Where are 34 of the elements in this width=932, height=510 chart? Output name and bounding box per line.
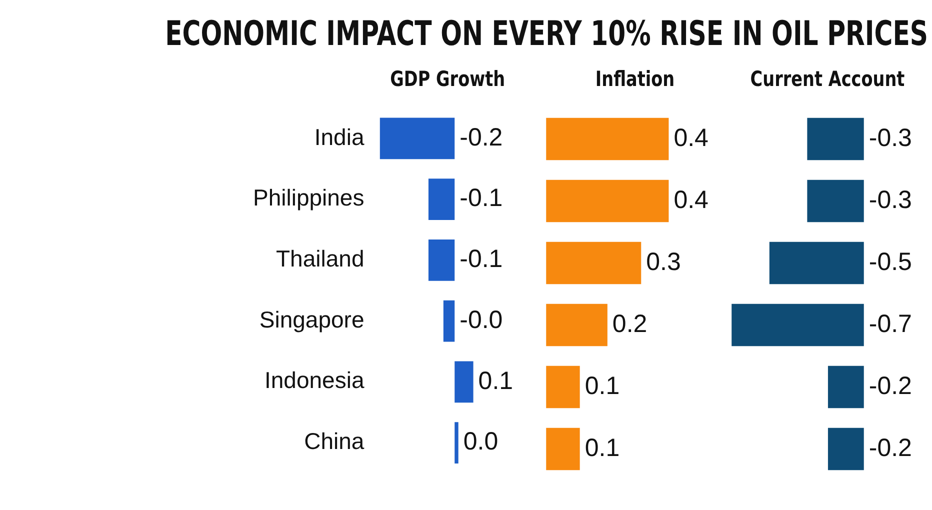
chart-title: Current Account <box>750 67 905 92</box>
chart-title: GDP Growth <box>390 67 506 92</box>
data-label: 0.4 <box>674 124 709 152</box>
data-label: -0.5 <box>868 248 912 276</box>
data-label: -0.2 <box>868 372 912 400</box>
data-label: 0.3 <box>646 248 681 276</box>
bar <box>546 118 669 160</box>
chart-title: Inflation <box>595 67 675 92</box>
data-label: -0.0 <box>460 306 503 334</box>
data-label: -0.7 <box>868 310 912 338</box>
data-label: 0.1 <box>584 372 620 400</box>
data-label: -0.1 <box>460 245 503 274</box>
data-label: 0.1 <box>584 434 620 462</box>
y-tick-label: India <box>314 124 364 150</box>
bar <box>546 242 642 284</box>
y-tick-label: Philippines <box>252 184 364 211</box>
data-label: 0.2 <box>612 310 648 338</box>
data-label: -0.3 <box>868 186 912 214</box>
y-tick-label: Singapore <box>259 306 364 332</box>
data-label: 0.4 <box>674 186 709 214</box>
data-label: -0.2 <box>868 434 912 462</box>
bar <box>546 180 669 222</box>
data-label: 0.1 <box>478 366 514 395</box>
data-label: 0.0 <box>463 428 498 456</box>
y-tick-label: China <box>304 428 364 454</box>
bar <box>546 304 608 346</box>
y-tick-label: Indonesia <box>264 367 364 394</box>
data-label: -0.1 <box>460 184 503 212</box>
bar <box>546 366 580 408</box>
text: ECONOMIC IMPACT ON EVERY 10% RISE IN OIL PRICES <box>165 14 928 54</box>
y-tick-label: Thailand <box>276 246 364 272</box>
data-label: -0.3 <box>868 124 912 152</box>
data-label: -0.2 <box>460 123 503 152</box>
bar <box>546 428 580 470</box>
